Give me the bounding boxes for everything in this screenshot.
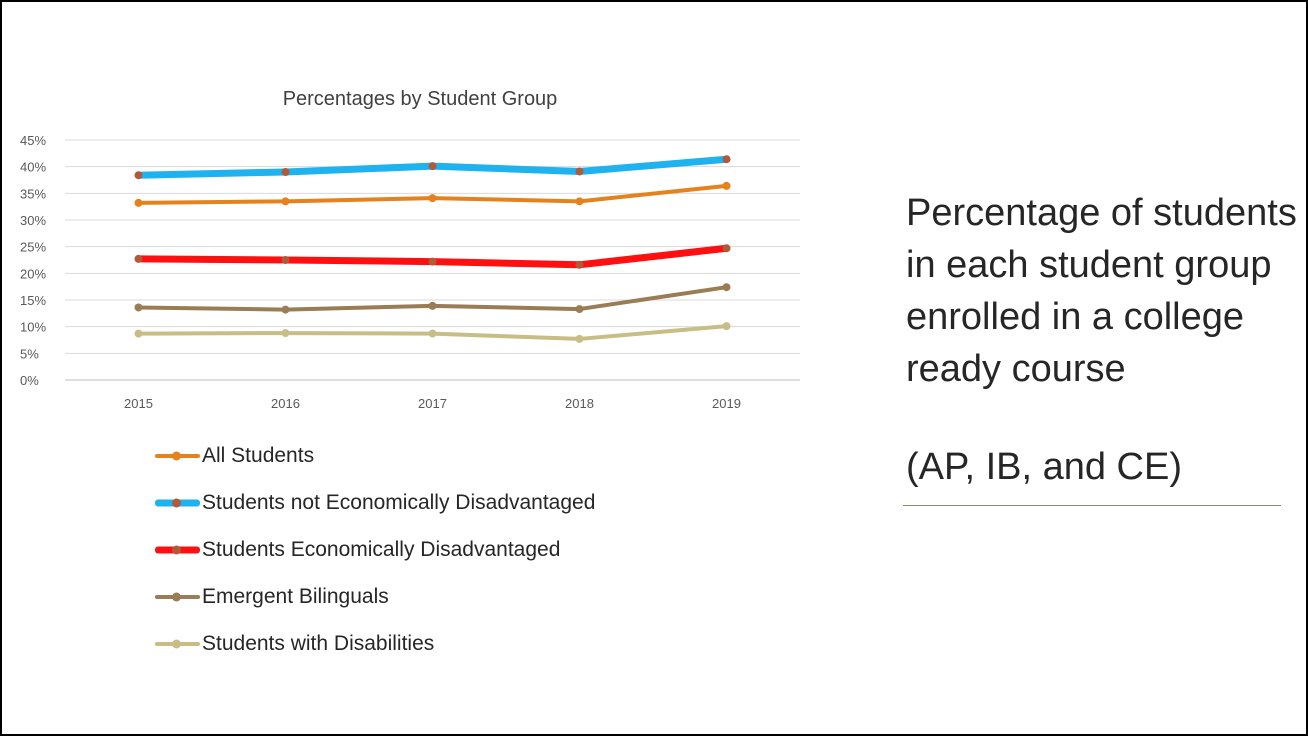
data-point	[428, 329, 437, 338]
legend-swatch	[155, 545, 200, 555]
side-heading: Percentage of students in each student g…	[906, 192, 1297, 390]
legend-item: Emergent Bilinguals	[155, 573, 595, 620]
data-point	[281, 305, 290, 314]
y-tick-label: 20%	[20, 266, 46, 281]
data-point	[281, 329, 290, 338]
data-point	[134, 254, 143, 263]
chart-plot: 0% 5% 10% 15% 20% 25% 30% 35% 40% 45% 2015 2016 2017…	[20, 133, 800, 411]
y-tick-label: 40%	[20, 160, 46, 175]
y-tick-label: 35%	[20, 186, 46, 201]
data-point	[722, 155, 731, 164]
y-tick-label: 30%	[20, 213, 46, 228]
x-tick-label: 2016	[271, 396, 300, 411]
data-point	[575, 305, 584, 314]
data-point	[575, 197, 584, 206]
legend-item: Students Economically Disadvantaged	[155, 526, 595, 573]
chart-title: Percentages by Student Group	[282, 88, 558, 110]
legend-label: Students Economically Disadvantaged	[202, 537, 561, 561]
legend-item: Students not Economically Disadvantaged	[155, 479, 595, 526]
legend-label: Emergent Bilinguals	[202, 584, 389, 608]
x-tick-label: 2015	[124, 396, 153, 411]
data-point	[722, 283, 731, 292]
y-tick-label: 15%	[20, 293, 46, 308]
data-point	[281, 168, 290, 176]
x-tick-label: 2017	[418, 396, 447, 411]
x-tick-label: 2019	[712, 396, 741, 411]
y-tick-label: 0%	[20, 373, 39, 388]
legend-swatch	[155, 592, 200, 602]
chart: 0% 5% 10% 15% 20% 25% 30% 35% 40% 45% 2015 2016 2017…	[20, 88, 800, 667]
data-point	[134, 303, 143, 312]
data-point	[134, 329, 143, 338]
y-tick-label: 10%	[20, 320, 46, 335]
data-point	[428, 301, 437, 310]
data-point	[134, 198, 143, 207]
side-subheading: (AP, IB, and CE)	[906, 446, 1182, 488]
data-point	[722, 322, 731, 331]
legend-label: Students with Disabilities	[202, 631, 435, 655]
legend-label: All Students	[202, 443, 315, 467]
side-divider	[903, 505, 1281, 506]
data-point	[575, 334, 584, 343]
y-tick-label: 5%	[20, 346, 39, 361]
y-tick-label: 25%	[20, 240, 46, 255]
y-tick-label: 45%	[20, 133, 46, 148]
x-tick-label: 2018	[565, 396, 594, 411]
legend-swatch	[155, 639, 200, 649]
data-point	[281, 256, 290, 264]
legend-swatch	[155, 451, 200, 461]
legend-label: Students not Economically Disadvantaged	[202, 490, 596, 514]
chart-legend: All Students Students not Economically Di…	[155, 432, 595, 667]
data-point	[428, 162, 437, 171]
data-point	[134, 171, 143, 180]
data-point	[281, 197, 290, 206]
data-point	[722, 244, 731, 253]
data-point	[428, 194, 437, 203]
data-point	[428, 257, 437, 266]
legend-swatch	[155, 498, 200, 508]
legend-item: Students with Disabilities	[155, 620, 595, 667]
data-point	[722, 181, 731, 190]
legend-item: All Students	[155, 432, 595, 479]
data-point	[575, 260, 584, 269]
data-point	[575, 167, 584, 176]
